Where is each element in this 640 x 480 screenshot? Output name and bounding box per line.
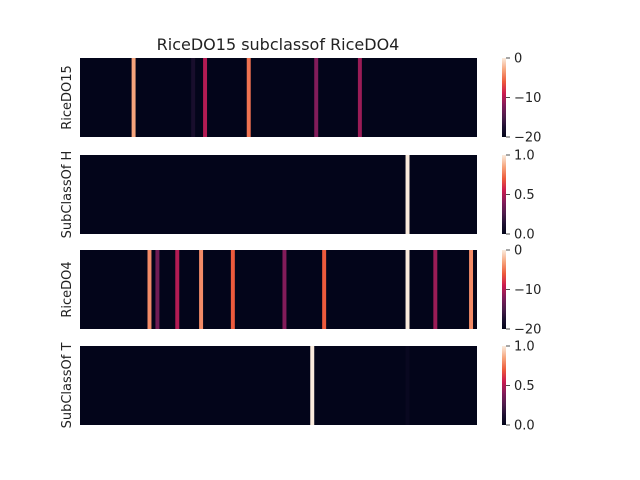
colorbar-tick-label: −20: [514, 131, 541, 146]
heatmap-cell-stripe-5: [314, 58, 319, 137]
panel-ylabel: RiceDO4: [60, 261, 75, 317]
heatmap-cell-stripe-6: [282, 250, 287, 329]
heatmap-cell-stripe-6: [357, 58, 362, 137]
colorbar-tick-label: 0.0: [514, 228, 535, 243]
heatmap-panel-1: RiceDO15 0 −10 −20: [60, 52, 541, 146]
chart-title: RiceDO15 subclassof RiceDO4: [157, 35, 400, 54]
heatmap-background-cells: [80, 250, 477, 329]
heatmap-cell-stripe-1: [310, 346, 315, 425]
heatmap-cell-stripe-1: [405, 155, 410, 234]
colorbar-tick-label: 0: [514, 52, 522, 67]
heatmap-cell-stripe-1: [131, 58, 136, 137]
heatmap-cell-stripe-2: [155, 250, 160, 329]
colorbar: [502, 58, 506, 137]
heatmap-panel-4: SubClassOf T 1.0 0.5 0.0: [60, 340, 535, 434]
heatmap-cell-stripe-2: [405, 346, 410, 425]
colorbar-tick-label: 0.5: [514, 379, 535, 394]
colorbar-tick-label: −20: [514, 323, 541, 338]
panel-ylabel: RiceDO15: [60, 65, 75, 130]
heatmap-cell-stripe-5: [230, 250, 235, 329]
heatmap-cell-stripe-3: [175, 250, 180, 329]
heatmap-background-cells: [80, 155, 477, 234]
heatmap-cell-stripe-9: [433, 250, 438, 329]
colorbar: [502, 346, 506, 425]
heatmap-panel-3: RiceDO4 0 −10 −20: [60, 244, 541, 338]
heatmap-cell-stripe-10: [469, 250, 474, 329]
heatmap-cell-stripe-1: [147, 250, 152, 329]
colorbar: [502, 250, 506, 329]
heatmap-cell-stripe-2: [191, 58, 196, 137]
heatmap-background-cells: [80, 58, 477, 137]
heatmap-background-cells: [80, 346, 477, 425]
heatmap-cell-stripe-7: [322, 250, 327, 329]
heatmap-cell-stripe-8: [405, 250, 410, 329]
colorbar-tick-label: 1.0: [514, 340, 535, 355]
heatmap-cell-stripe-3: [203, 58, 208, 137]
colorbar: [502, 155, 506, 234]
heatmap-cell-stripe-4: [246, 58, 251, 137]
panel-ylabel: SubClassOf T: [60, 343, 75, 429]
heatmap-panel-2: SubClassOf H 1.0 0.5 0.0: [60, 149, 535, 243]
colorbar-tick-label: −10: [514, 283, 541, 298]
colorbar-tick-label: 0.0: [514, 419, 535, 434]
colorbar-tick-label: −10: [514, 91, 541, 106]
colorbar-tick-label: 1.0: [514, 149, 535, 164]
heatmap-cell-stripe-4: [199, 250, 204, 329]
panel-ylabel: SubClassOf H: [60, 151, 75, 239]
colorbar-tick-label: 0: [514, 244, 522, 259]
colorbar-tick-label: 0.5: [514, 188, 535, 203]
